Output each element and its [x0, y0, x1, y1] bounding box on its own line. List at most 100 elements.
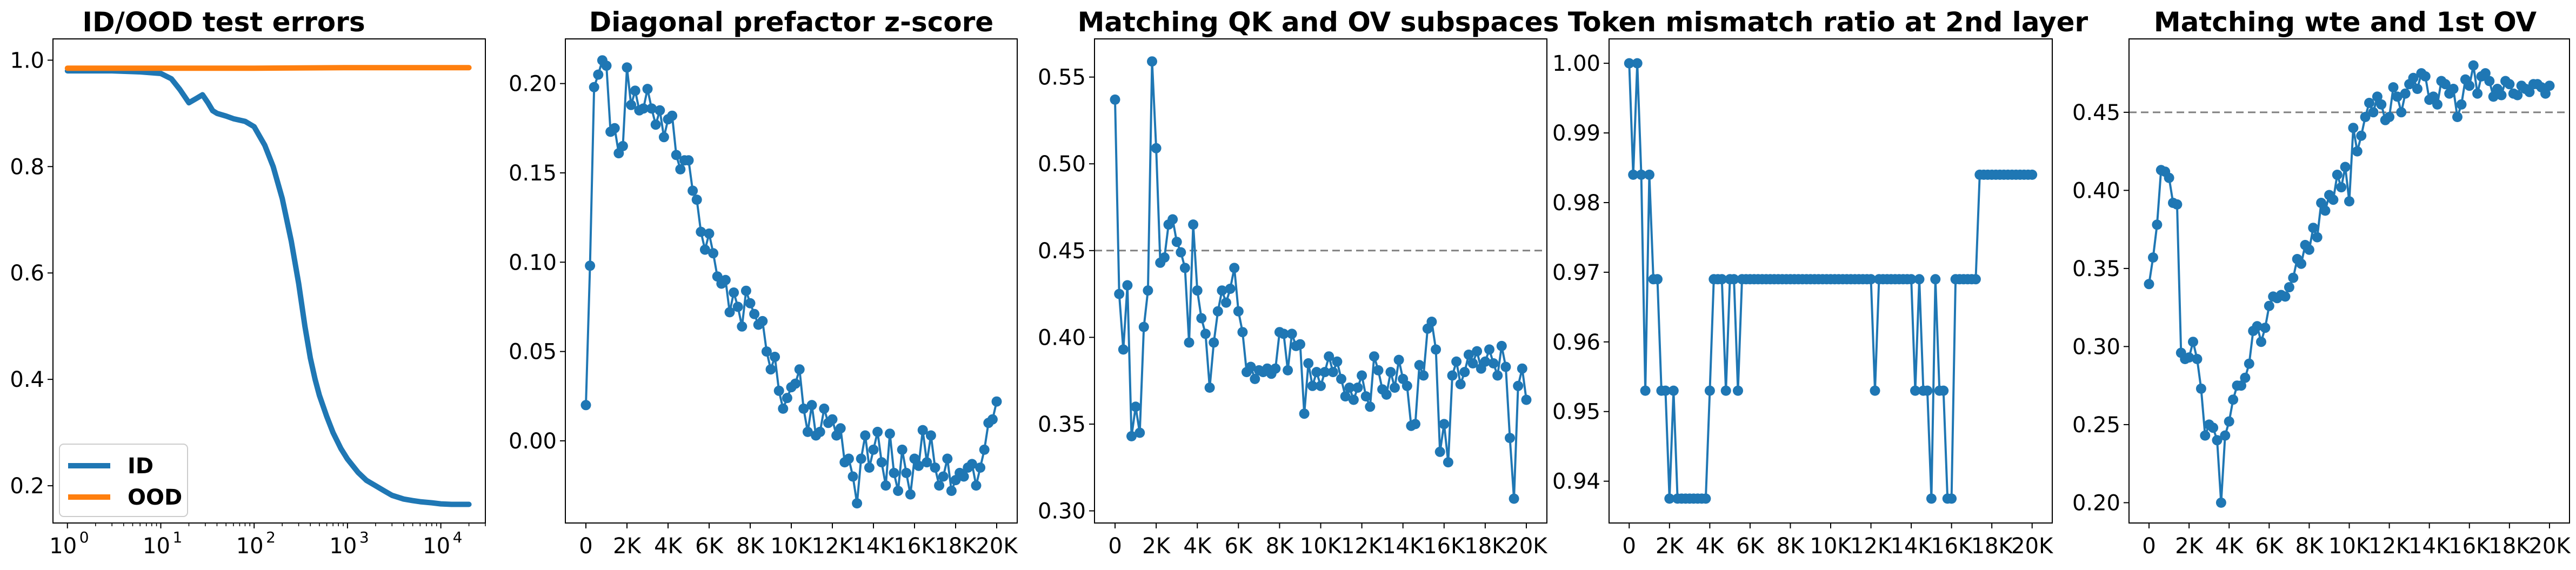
data-point: [2512, 90, 2523, 100]
data-point: [1467, 358, 1478, 368]
data-point: [2296, 258, 2307, 269]
data-point: [975, 462, 986, 473]
x-tick-label: 14K: [852, 534, 895, 559]
y-tick-label: 0.30: [2072, 334, 2120, 359]
data-point: [872, 426, 883, 437]
data-point: [2316, 198, 2327, 208]
data-point: [2348, 123, 2359, 133]
data-point: [2432, 99, 2442, 110]
y-tick-label: 0.6: [10, 261, 44, 286]
data-point: [749, 309, 760, 319]
data-point: [905, 489, 916, 500]
data-point: [2195, 383, 2206, 394]
data-point: [667, 110, 678, 121]
x-tick-exponent: 0: [79, 528, 89, 546]
data-point: [2376, 99, 2387, 110]
data-point: [732, 301, 743, 312]
data-point: [897, 444, 907, 455]
data-point: [1352, 383, 1363, 393]
x-tick-exponent: 3: [359, 528, 369, 546]
data-point: [1303, 358, 1314, 368]
data-point: [642, 84, 653, 95]
data-point: [2428, 91, 2439, 102]
panel-1: ID/OOD test errors 0.20.40.60.81.010 0 10 1…: [10, 6, 486, 559]
data-point: [740, 285, 751, 296]
data-point: [1369, 351, 1379, 362]
data-point: [819, 403, 830, 414]
data-point: [1938, 385, 1949, 396]
data-point: [958, 471, 969, 482]
x-tick-label: 16K: [1931, 534, 1973, 559]
data-point: [626, 99, 637, 110]
data-point: [2452, 112, 2462, 122]
data-point: [1324, 351, 1334, 362]
y-tick-label: 0.05: [509, 340, 557, 365]
x-tick-exponent: 2: [266, 528, 276, 546]
data-point: [1270, 363, 1281, 374]
x-tick-label: 14K: [1891, 534, 1933, 559]
data-point: [2472, 88, 2483, 99]
x-tick-label: 4K: [654, 534, 683, 559]
x-tick-label: 20K: [2011, 534, 2054, 559]
data-point: [925, 430, 936, 441]
data-point: [1434, 446, 1445, 457]
axes-frame: [565, 38, 1018, 524]
data-point: [1664, 493, 1675, 504]
data-point: [1357, 370, 1367, 381]
data-point: [1729, 274, 1739, 285]
data-point: [971, 480, 982, 491]
data-point: [2360, 112, 2371, 122]
data-point: [1513, 380, 1524, 391]
data-point: [1188, 219, 1199, 230]
data-point: [1385, 367, 1396, 378]
x-tick-label: 0: [1623, 534, 1636, 559]
data-point: [2336, 182, 2347, 193]
panel-4: Token mismatch ratio at 2nd layer 0.94 0.…: [1552, 6, 2088, 559]
data-point: [2224, 416, 2234, 427]
data-point: [2164, 172, 2174, 183]
data-point: [2448, 84, 2459, 94]
data-point: [1914, 274, 1925, 285]
data-point: [1628, 169, 1639, 180]
data-point: [2236, 380, 2246, 391]
data-point: [843, 453, 854, 464]
data-point: [1488, 358, 1499, 368]
data-point: [847, 471, 858, 482]
x-tick-label: 10: [236, 534, 264, 559]
data-point: [2184, 352, 2194, 363]
data-point: [1283, 365, 1293, 375]
data-point: [2524, 86, 2535, 97]
data-point: [1644, 169, 1654, 180]
data-point: [2332, 170, 2343, 180]
data-point: [794, 364, 805, 375]
data-point: [2412, 84, 2422, 94]
data-point: [2440, 79, 2451, 90]
data-point: [1393, 354, 1404, 365]
y-tick-label: 1.00: [1552, 51, 1600, 76]
x-tick-label: 14K: [2408, 534, 2451, 559]
y-tick-label: 0.98: [1552, 191, 1600, 216]
data-point: [1204, 383, 1215, 393]
data-point: [2340, 162, 2351, 172]
data-point: [1660, 385, 1671, 396]
data-point: [934, 480, 945, 491]
y-tick-label: 0.96: [1552, 330, 1600, 355]
data-point: [860, 430, 871, 441]
data-point: [617, 140, 628, 151]
data-point: [1307, 380, 1318, 391]
x-tick-label: 10: [143, 534, 170, 559]
data-point: [691, 195, 702, 205]
data-point: [638, 103, 649, 114]
x-tick-label: 18K: [2488, 534, 2531, 559]
data-point: [1402, 380, 1412, 391]
data-point: [2252, 321, 2263, 332]
data-point: [1138, 321, 1149, 332]
data-point: [2240, 372, 2251, 383]
data-point: [1910, 385, 1920, 396]
data-point: [1455, 379, 1466, 390]
data-point: [1717, 274, 1727, 285]
data-point: [2352, 146, 2363, 157]
data-point: [724, 307, 735, 318]
data-point: [1431, 344, 1442, 355]
x-tick-label: 2K: [2175, 534, 2204, 559]
